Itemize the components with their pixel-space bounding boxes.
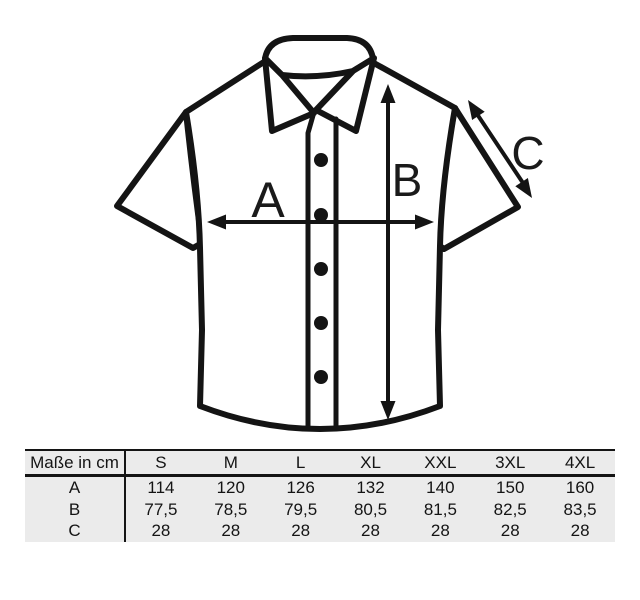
cell-value: 28 (430, 521, 450, 541)
cell-value: 28 (151, 521, 171, 541)
measure-a-label: A (251, 172, 285, 228)
cell-value: 28 (291, 521, 311, 541)
button-dot (314, 316, 328, 330)
table-header-size-xl: XL (360, 453, 381, 472)
shirt-measurement-diagram: A B C (114, 35, 545, 432)
table-header-size-s: S (155, 453, 167, 472)
measure-b-arrow (380, 84, 396, 420)
table-header-size-m: M (223, 453, 238, 472)
cell-value: 120 (216, 478, 245, 498)
measure-c-arrow (468, 100, 532, 198)
cell-value: 78,5 (214, 499, 248, 519)
cell-value: 28 (361, 521, 380, 541)
cell-value: 28 (221, 521, 241, 541)
table-row-a: A 114 120 126 132 140 150 160 (25, 477, 615, 499)
button-dot (314, 153, 328, 167)
measure-a-arrow (207, 214, 434, 230)
button-dot (314, 262, 328, 276)
table-header-row: Maße in cm S M L XL XXL 3XL 4XL (25, 451, 615, 477)
measure-b-label: B (392, 154, 423, 206)
row-label: B (25, 498, 126, 520)
placket-left-line (305, 109, 317, 431)
table-header-size-l: L (295, 453, 306, 472)
table-header-measure: Maße in cm (25, 451, 126, 474)
cell-value: 150 (496, 478, 525, 498)
cell-value: 132 (356, 478, 385, 498)
row-label: A (25, 477, 126, 499)
cell-value: 140 (426, 478, 455, 498)
cell-value: 28 (500, 521, 520, 541)
size-table: Maße in cm S M L XL XXL 3XL 4XL A 114 12… (25, 449, 615, 542)
cell-value: 114 (147, 478, 175, 498)
cell-value: 79,5 (284, 499, 318, 519)
cell-value: 80,5 (353, 499, 388, 519)
cell-value: 83,5 (563, 499, 597, 519)
button-dot (314, 208, 328, 222)
cell-value: 77,5 (144, 499, 178, 519)
cell-value: 28 (570, 521, 590, 541)
collar-right-leaf (313, 55, 377, 134)
table-header-size-4xl: 4XL (564, 453, 596, 472)
table-row-b: B 77,5 78,5 79,5 80,5 81,5 82,5 83,5 (25, 498, 615, 520)
cell-value: 81,5 (423, 499, 457, 519)
measure-c-label: C (511, 127, 544, 179)
table-header-size-3xl: 3XL (495, 453, 526, 472)
table-row-c: C 28 28 28 28 28 28 28 (25, 520, 615, 542)
collar-band (262, 35, 376, 80)
table-header-size-xxl: XXL (424, 453, 457, 472)
row-label: C (25, 520, 126, 542)
cell-value: 82,5 (493, 499, 527, 519)
button-dot (314, 370, 328, 384)
cell-value: 126 (286, 478, 315, 498)
cell-value: 160 (565, 478, 595, 498)
